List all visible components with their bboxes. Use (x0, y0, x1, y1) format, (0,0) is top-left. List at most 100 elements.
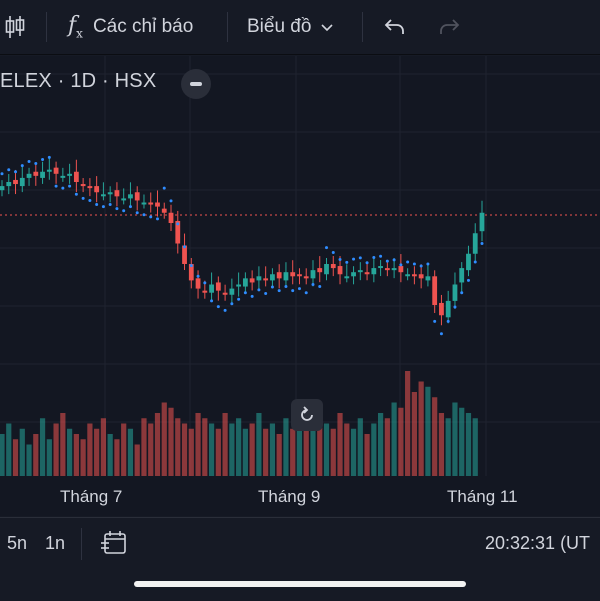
volume-bar (425, 386, 431, 476)
candle-body (182, 245, 187, 264)
redo-icon[interactable] (438, 0, 460, 54)
volume-bar (100, 418, 107, 476)
sar-dot (183, 245, 187, 249)
sar-dot (169, 199, 173, 203)
collapse-legend-button[interactable] (181, 69, 211, 99)
sar-dot (189, 264, 193, 268)
candles-icon[interactable] (4, 0, 26, 54)
volume-bar (6, 423, 12, 476)
chart-area[interactable] (0, 56, 600, 516)
indicators-button[interactable]: fx Các chỉ báo (68, 0, 193, 54)
volume-bar (411, 392, 417, 476)
chart-type-button[interactable]: Biểu đồ (247, 0, 334, 54)
sar-dot (433, 319, 437, 323)
parabolic-sar (0, 155, 484, 336)
sar-dot (81, 196, 85, 200)
bottom-divider (81, 528, 82, 560)
volume-bars (0, 371, 478, 476)
sar-dot (325, 246, 329, 250)
volume-bar (161, 402, 167, 476)
volume-bar (87, 423, 93, 476)
sar-dot (27, 160, 31, 163)
candle-body (405, 274, 411, 277)
volume-bar (121, 423, 127, 476)
reset-chart-button[interactable] (291, 399, 323, 431)
candle-body (101, 194, 106, 197)
candle-body (398, 266, 404, 273)
volume-bar (337, 413, 343, 476)
undo-icon[interactable] (384, 0, 406, 54)
volume-bar (94, 428, 100, 476)
volume-bar (46, 439, 52, 476)
volume-bar (256, 413, 262, 476)
sar-dot (270, 285, 274, 289)
candle-body (297, 274, 302, 277)
volume-bar (67, 428, 73, 476)
volume-bar (364, 434, 370, 476)
sar-dot (419, 264, 423, 268)
sar-dot (61, 186, 65, 190)
candle-body (479, 212, 485, 232)
volume-bar (33, 434, 39, 476)
volume-bar (148, 423, 154, 476)
indicators-label: Các chỉ báo (92, 16, 194, 37)
sar-dot (34, 162, 38, 166)
candle-body (134, 192, 140, 201)
sar-dot (20, 164, 24, 168)
sar-dot (264, 292, 268, 296)
sar-dot (473, 260, 477, 264)
volume-bar (310, 428, 316, 476)
candle-body (155, 202, 160, 207)
volume-bar (452, 402, 458, 476)
volume-bar (26, 444, 32, 476)
volume-bar (175, 418, 181, 476)
x-axis-label: Tháng 7 (60, 487, 123, 506)
sar-dot (338, 257, 342, 261)
price-chart[interactable] (0, 56, 600, 516)
candle-body (67, 173, 73, 176)
range-5n-button[interactable]: 5n (7, 533, 28, 553)
volume-bar (418, 381, 424, 476)
candle-body (351, 272, 356, 277)
candle-body (121, 198, 127, 201)
candle-body (256, 276, 262, 281)
sar-dot (318, 285, 322, 289)
volume-bar (317, 418, 323, 476)
volume-bar (438, 413, 445, 476)
sar-dot (406, 260, 410, 264)
clock-time[interactable]: 20:32:31 (UT (485, 533, 591, 553)
chevron-down-icon (321, 16, 334, 38)
candle-body (13, 179, 18, 185)
volume-bar (357, 418, 363, 476)
candle-body (452, 284, 458, 301)
candle-body (73, 171, 79, 182)
volume-bar (330, 428, 336, 476)
volume-bar (377, 413, 384, 476)
sar-dot (412, 262, 416, 266)
candle-body (290, 272, 296, 277)
sar-dot (0, 172, 4, 176)
sar-dot (237, 297, 241, 301)
candle-body (33, 171, 39, 176)
x-axis-label: Tháng 9 (258, 487, 321, 506)
sar-dot (155, 217, 159, 221)
sar-dot (162, 186, 166, 190)
volume-bar (242, 428, 248, 476)
candle-body (6, 182, 12, 187)
candle-body (60, 175, 66, 178)
candle-body (371, 268, 377, 275)
date-range-icon[interactable] (100, 530, 128, 561)
sar-dot (345, 260, 349, 264)
candle-body (202, 290, 208, 293)
candle-body (445, 300, 451, 318)
candle-body (114, 190, 120, 197)
volume-bar (269, 423, 276, 476)
symbol-info[interactable]: ELEX · 1D · HSX (0, 70, 157, 92)
volume-bar (154, 413, 161, 476)
volume-bar (181, 423, 188, 476)
range-1n-button[interactable]: 1n (45, 533, 66, 553)
sar-dot (331, 251, 335, 255)
sar-dot (358, 256, 362, 260)
toolbar-divider (46, 12, 47, 42)
chart-type-label: Biểu đồ (247, 16, 312, 37)
